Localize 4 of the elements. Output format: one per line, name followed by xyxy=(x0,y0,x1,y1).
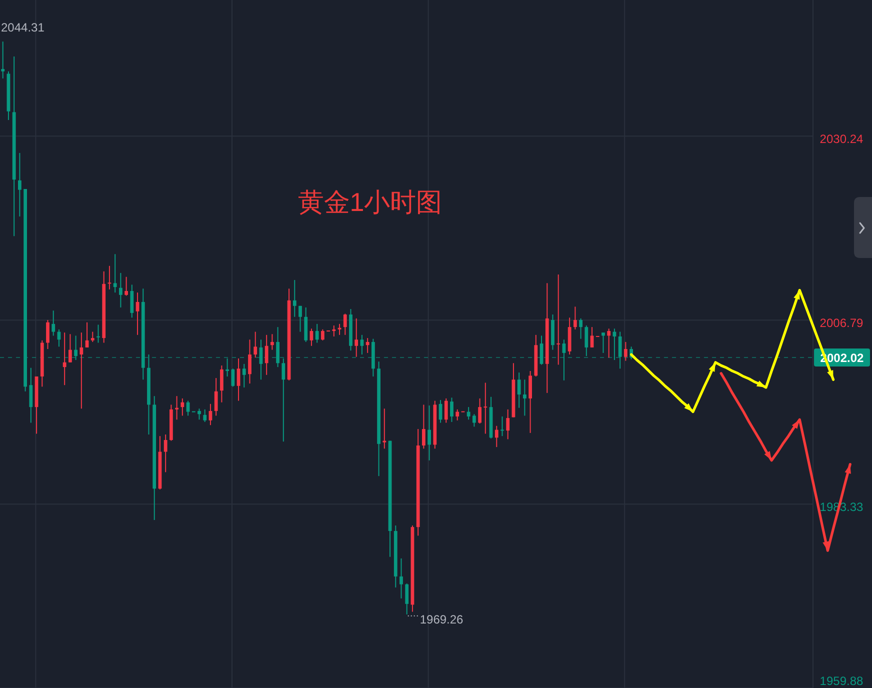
annotation: 2044.31 xyxy=(1,20,44,35)
annotation: 1969.26 xyxy=(420,612,464,626)
title: 黄金1小时图 xyxy=(298,187,442,217)
annotation: 1969.26 xyxy=(407,612,464,626)
